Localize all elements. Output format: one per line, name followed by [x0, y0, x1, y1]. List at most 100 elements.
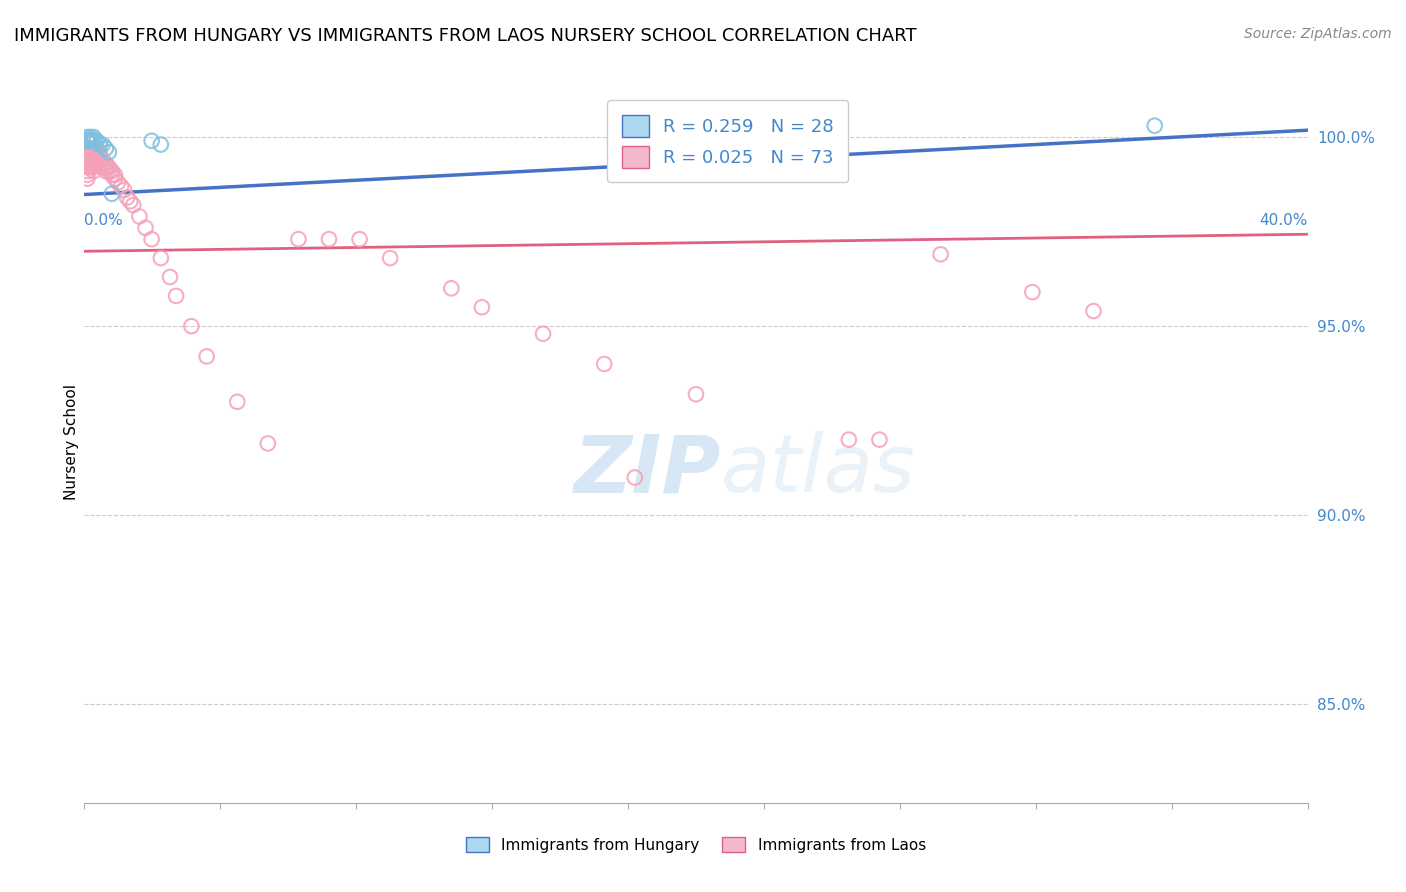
Point: [97, 161, 120, 175]
Point: [76, 164, 98, 178]
Point: [76, 134, 98, 148]
Point: [86, 156, 108, 170]
Point: [83, 153, 105, 167]
Point: [195, 350, 218, 364]
Point: [149, 251, 172, 265]
Point: [79, 156, 101, 170]
Text: atlas: atlas: [720, 432, 915, 509]
Point: [94, 156, 117, 170]
Text: Source: ZipAtlas.com: Source: ZipAtlas.com: [1244, 27, 1392, 41]
Point: [76, 171, 98, 186]
Point: [257, 436, 280, 450]
Point: [110, 179, 132, 194]
Point: [76, 168, 98, 182]
Point: [79, 134, 101, 148]
Point: [89, 156, 111, 170]
Point: [79, 130, 101, 145]
Point: [76, 134, 98, 148]
Text: IMMIGRANTS FROM HUNGARY VS IMMIGRANTS FROM LAOS NURSERY SCHOOL CORRELATION CHART: IMMIGRANTS FROM HUNGARY VS IMMIGRANTS FR…: [14, 27, 917, 45]
Point: [141, 232, 163, 246]
Point: [79, 141, 101, 155]
Point: [86, 153, 108, 167]
Point: [79, 161, 101, 175]
Point: [165, 289, 187, 303]
Point: [97, 164, 120, 178]
Point: [79, 134, 101, 148]
Point: [101, 168, 124, 182]
Point: [120, 194, 142, 209]
Point: [79, 134, 101, 148]
Point: [89, 153, 111, 167]
Text: 40.0%: 40.0%: [1260, 213, 1308, 228]
Point: [1083, 304, 1105, 318]
Point: [91, 161, 114, 175]
Point: [89, 145, 111, 160]
Point: [83, 161, 105, 175]
Point: [838, 433, 860, 447]
Point: [76, 134, 98, 148]
Point: [79, 134, 101, 148]
Point: [76, 134, 98, 148]
Point: [104, 168, 127, 182]
Point: [79, 149, 101, 163]
Point: [149, 137, 172, 152]
Point: [94, 164, 117, 178]
Point: [1143, 119, 1166, 133]
Point: [287, 232, 309, 246]
Point: [83, 156, 105, 170]
Point: [380, 251, 402, 265]
Point: [107, 176, 129, 190]
Point: [104, 171, 127, 186]
Point: [91, 156, 114, 170]
Point: [226, 394, 249, 409]
Point: [83, 145, 105, 160]
Point: [624, 470, 647, 484]
Point: [318, 232, 340, 246]
Point: [76, 141, 98, 155]
Point: [929, 247, 952, 261]
Point: [593, 357, 616, 371]
Point: [79, 134, 101, 148]
Point: [83, 134, 105, 148]
Point: [76, 145, 98, 160]
Point: [128, 210, 150, 224]
Point: [89, 137, 111, 152]
Point: [76, 161, 98, 175]
Point: [76, 156, 98, 170]
Y-axis label: Nursery School: Nursery School: [63, 384, 79, 500]
Point: [531, 326, 554, 341]
Point: [1021, 285, 1043, 299]
Point: [76, 153, 98, 167]
Point: [76, 130, 98, 145]
Point: [89, 149, 111, 163]
Point: [94, 161, 117, 175]
Point: [101, 164, 124, 178]
Point: [79, 134, 101, 148]
Legend: Immigrants from Hungary, Immigrants from Laos: Immigrants from Hungary, Immigrants from…: [458, 829, 934, 860]
Point: [440, 281, 463, 295]
Point: [159, 270, 181, 285]
Text: ZIP: ZIP: [574, 432, 720, 509]
Point: [135, 220, 157, 235]
Point: [141, 134, 163, 148]
Point: [91, 153, 114, 167]
Point: [471, 300, 494, 314]
Point: [97, 145, 120, 160]
Point: [83, 164, 105, 178]
Point: [86, 149, 108, 163]
Point: [83, 141, 105, 155]
Point: [94, 141, 117, 155]
Point: [101, 186, 124, 201]
Point: [83, 134, 105, 148]
Point: [180, 319, 202, 334]
Point: [79, 153, 101, 167]
Point: [83, 130, 105, 145]
Point: [685, 387, 707, 401]
Point: [76, 149, 98, 163]
Point: [86, 145, 108, 160]
Point: [83, 134, 105, 148]
Point: [91, 137, 114, 152]
Point: [112, 183, 135, 197]
Point: [115, 190, 138, 204]
Point: [869, 433, 891, 447]
